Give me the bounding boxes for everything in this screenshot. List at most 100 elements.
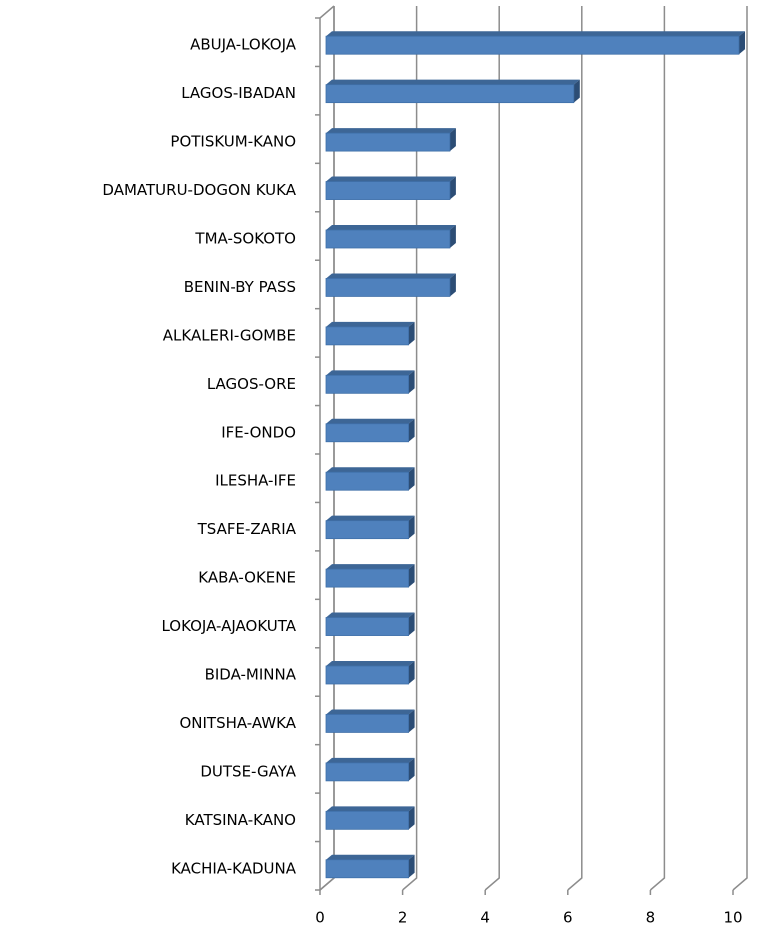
- bar-face: [325, 374, 409, 394]
- bar: [325, 854, 415, 879]
- bar: [325, 806, 415, 830]
- bar-top: [326, 854, 415, 860]
- bar-face: [325, 84, 575, 104]
- bar-end: [408, 515, 415, 539]
- bar-face: [325, 326, 409, 346]
- bar-face: [325, 665, 409, 685]
- bar-top: [326, 418, 415, 424]
- bar: [325, 176, 456, 200]
- bar-face: [325, 714, 409, 733]
- bar-end: [449, 176, 456, 200]
- y-tick-label: POTISKUM-KANO: [170, 133, 296, 151]
- bar-face: [325, 810, 409, 830]
- bar-face: [325, 617, 409, 636]
- bar-face: [325, 423, 409, 443]
- bar-face: [325, 859, 409, 879]
- bar-end: [408, 612, 415, 636]
- y-tick-label: ILESHA-IFE: [215, 472, 296, 490]
- bar-top: [326, 225, 456, 230]
- bar-top: [326, 612, 415, 618]
- bar-top: [326, 806, 415, 812]
- bar-end: [408, 467, 415, 491]
- y-tick-label: TSAFE-ZARIA: [197, 520, 297, 538]
- bar-top: [326, 79, 580, 85]
- bar: [325, 564, 415, 588]
- bar-end: [408, 564, 415, 588]
- y-tick-label: ABUJA-LOKOJA: [190, 36, 297, 54]
- bar-top: [326, 273, 456, 279]
- bar-end: [449, 128, 456, 152]
- bar: [325, 79, 580, 104]
- y-tick-label: KABA-OKENE: [198, 569, 296, 587]
- x-tick-label: 0: [315, 909, 325, 927]
- bar-face: [325, 520, 409, 540]
- bar-end: [408, 321, 415, 345]
- bar: [325, 128, 456, 152]
- bar-top: [326, 757, 415, 763]
- grid-line: [732, 6, 748, 891]
- y-tick-label: ONITSHA-AWKA: [179, 714, 296, 732]
- bar: [325, 467, 415, 491]
- y-tick-label: KATSINA-KANO: [185, 811, 296, 829]
- bar: [325, 709, 415, 733]
- bar-top: [326, 515, 415, 521]
- bar-face: [325, 35, 740, 55]
- y-tick-label: LOKOJA-AJAOKUTA: [161, 617, 296, 635]
- y-tick-label: BIDA-MINNA: [205, 666, 297, 684]
- bar-top: [326, 31, 745, 37]
- bar-end: [449, 273, 456, 297]
- y-tick-label: LAGOS-ORE: [207, 375, 296, 393]
- y-tick-label: TMA-SOKOTO: [194, 230, 296, 248]
- grid-line: [649, 6, 666, 891]
- bar-face: [325, 568, 409, 588]
- bar-end: [408, 370, 415, 394]
- bar: [325, 418, 415, 443]
- x-tick-label: 2: [398, 909, 408, 927]
- x-tick-label: 8: [646, 909, 656, 927]
- bar-face: [325, 762, 409, 782]
- bar-end: [408, 661, 415, 684]
- bar-end: [408, 757, 415, 781]
- x-tick-label: 10: [723, 909, 742, 927]
- bar-end: [408, 806, 415, 830]
- grid-line: [567, 6, 583, 891]
- bar-end: [408, 709, 415, 733]
- bar-end: [408, 418, 415, 442]
- y-tick-label: DUTSE-GAYA: [200, 762, 296, 780]
- bar-end: [449, 225, 456, 248]
- bar-top: [326, 321, 415, 327]
- y-tick-label: KACHIA-KADUNA: [171, 859, 297, 877]
- bar: [325, 757, 415, 782]
- bar-end: [739, 31, 745, 55]
- bar: [325, 31, 745, 55]
- bar: [325, 515, 415, 540]
- y-tick-label: LAGOS-IBADAN: [181, 84, 296, 102]
- x-tick-label: 4: [480, 909, 490, 927]
- bar: [325, 273, 456, 297]
- bar-face: [325, 278, 451, 297]
- bar-face: [325, 132, 451, 152]
- bar: [325, 612, 415, 636]
- y-tick-label: IFE-ONDO: [221, 423, 296, 441]
- bar-top: [326, 370, 415, 376]
- y-tick-label: ALKALERI-GOMBE: [163, 326, 296, 344]
- bar-end: [408, 854, 415, 878]
- bar-top: [326, 467, 415, 473]
- x-tick-label: 6: [563, 909, 573, 927]
- bar-top: [326, 564, 415, 570]
- bar-top: [326, 661, 415, 666]
- bar-face: [325, 471, 409, 491]
- grid-line: [484, 6, 500, 891]
- y-tick-label: DAMATURU-DOGON KUKA: [102, 181, 296, 199]
- bar: [325, 370, 415, 394]
- bar-face: [325, 181, 451, 200]
- bar-end: [573, 79, 580, 103]
- bar-top: [326, 176, 456, 182]
- bar-face: [325, 229, 451, 249]
- bar: [325, 225, 456, 249]
- bar: [325, 321, 415, 346]
- bar-top: [326, 128, 456, 134]
- bar-top: [326, 709, 415, 715]
- y-tick-label: BENIN-BY PASS: [184, 278, 296, 296]
